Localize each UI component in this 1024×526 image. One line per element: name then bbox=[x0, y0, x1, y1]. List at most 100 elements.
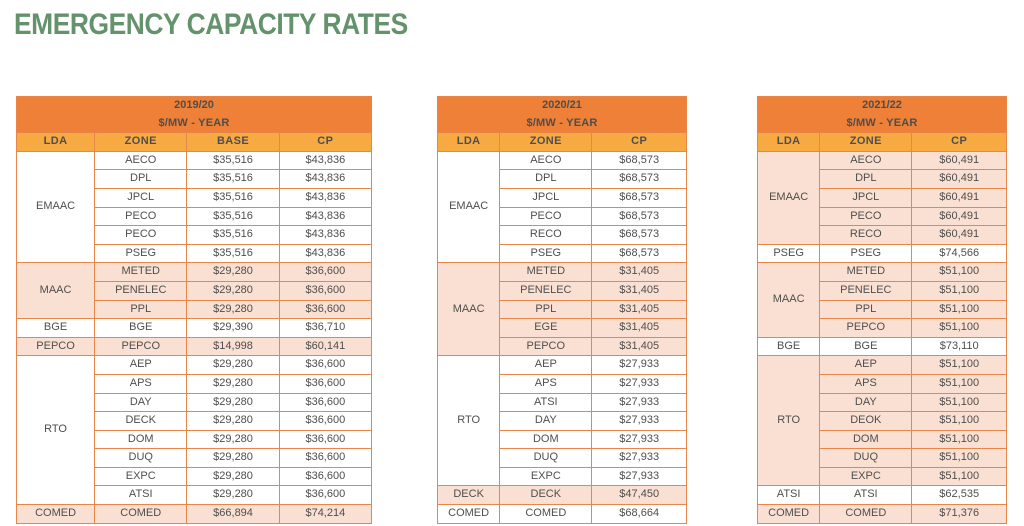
table-row: EMAAC AECO $60,491 bbox=[756, 150, 1007, 245]
zone-cell: DEOK bbox=[819, 411, 913, 431]
cp-rate-cell: $27,933 bbox=[591, 392, 687, 413]
table-row: JPCL $60,491 bbox=[758, 187, 1007, 208]
page-title: EMERGENCY CAPACITY RATES bbox=[14, 8, 408, 41]
base-rate-cell: $29,280 bbox=[186, 280, 280, 301]
zone-cell: EXPC bbox=[94, 466, 188, 487]
cp-rate-cell: $51,100 bbox=[911, 373, 1007, 394]
zone-cell: DPL bbox=[499, 169, 593, 189]
cp-rate-cell: $27,933 bbox=[591, 355, 687, 375]
table-row: EXPC $27,933 bbox=[438, 466, 687, 487]
zone-cell: PSEG bbox=[499, 243, 593, 264]
table-wrapper-2019-20: 2019/20 $/MW - YEAR LDA ZONE BASE CP EMAAC AECO… bbox=[15, 95, 373, 524]
zone-cell: PECO bbox=[499, 206, 593, 227]
table-row: EMAAC AECO $68,573 bbox=[436, 150, 687, 264]
lda-cell: COMED bbox=[756, 504, 821, 524]
base-rate-cell: $29,280 bbox=[186, 299, 280, 320]
cp-rate-cell: $51,100 bbox=[911, 355, 1007, 375]
table-row: PPL $51,100 bbox=[758, 299, 1007, 320]
lda-cell: DECK bbox=[436, 485, 501, 506]
cp-rate-cell: $36,600 bbox=[278, 280, 373, 301]
zone-cell: PENELEC bbox=[499, 280, 593, 301]
zone-cell: RECO bbox=[499, 225, 593, 245]
cp-rate-cell: $51,100 bbox=[911, 318, 1007, 338]
table-row: DECK DECK $47,450 bbox=[436, 485, 687, 506]
zone-cell: DPL bbox=[94, 169, 188, 189]
zone-cell: DECK bbox=[94, 411, 188, 431]
table-row: APS $27,933 bbox=[438, 373, 687, 394]
zone-cell: PEPCO bbox=[94, 336, 188, 357]
zone-cell: COMED bbox=[499, 504, 593, 524]
zone-cell: DOM bbox=[819, 429, 913, 450]
table-row: PEPCO $31,405 bbox=[438, 336, 687, 357]
table-row: DPL $60,491 bbox=[758, 169, 1007, 189]
column-header-zone: ZONE bbox=[94, 132, 188, 152]
zone-cell: EGE bbox=[499, 318, 593, 338]
column-header-row: LDA ZONE BASE CP bbox=[15, 132, 373, 152]
cp-rate-cell: $68,573 bbox=[591, 187, 687, 208]
base-rate-cell: $29,280 bbox=[186, 262, 280, 282]
cp-rate-cell: $36,600 bbox=[278, 411, 373, 431]
zone-cell: PENELEC bbox=[819, 280, 913, 301]
cp-rate-cell: $60,141 bbox=[278, 336, 373, 357]
cp-rate-cell: $68,573 bbox=[591, 243, 687, 264]
lda-cell: COMED bbox=[15, 504, 96, 524]
zone-cell: DECK bbox=[499, 485, 593, 506]
cp-rate-cell: $27,933 bbox=[591, 466, 687, 487]
cp-rate-cell: $68,664 bbox=[591, 504, 687, 524]
zone-cell: ATSI bbox=[819, 485, 913, 506]
zone-cell: DUQ bbox=[819, 448, 913, 468]
zone-cell: DUQ bbox=[499, 448, 593, 468]
cp-rate-cell: $51,100 bbox=[911, 448, 1007, 468]
lda-cell: BGE bbox=[756, 336, 821, 357]
table-row: RECO $60,491 bbox=[758, 225, 1007, 245]
cp-rate-cell: $51,100 bbox=[911, 466, 1007, 487]
cp-rate-cell: $51,100 bbox=[911, 262, 1007, 282]
cp-rate-cell: $43,836 bbox=[278, 187, 373, 208]
table-row: PENELEC $51,100 bbox=[758, 280, 1007, 301]
zone-cell: PPL bbox=[499, 299, 593, 320]
table-row: COMED COMED $66,894 $74,214 bbox=[15, 504, 373, 524]
zone-cell: PSEG bbox=[94, 243, 188, 264]
cp-rate-cell: $43,836 bbox=[278, 169, 373, 189]
cp-rate-cell: $74,566 bbox=[911, 243, 1007, 264]
cp-rate-cell: $73,110 bbox=[911, 336, 1007, 357]
zone-cell: DAY bbox=[499, 411, 593, 431]
lda-cell: PSEG bbox=[756, 243, 821, 264]
zone-cell: PENELEC bbox=[94, 280, 188, 301]
base-rate-cell: $29,280 bbox=[186, 466, 280, 487]
lda-cell: MAAC bbox=[15, 262, 96, 320]
base-rate-cell: $29,280 bbox=[186, 448, 280, 468]
base-rate-cell: $35,516 bbox=[186, 225, 280, 245]
zone-cell: AEP bbox=[94, 355, 188, 375]
zone-cell: PECO bbox=[94, 206, 188, 227]
zone-cell: METED bbox=[819, 262, 913, 282]
cp-rate-cell: $74,214 bbox=[278, 504, 373, 524]
lda-cell: BGE bbox=[15, 318, 96, 338]
column-header-row: LDA ZONE CP bbox=[436, 132, 687, 152]
table-row: MAAC METED $31,405 bbox=[436, 262, 687, 357]
table-row: MAAC METED $51,100 bbox=[756, 262, 1007, 338]
zone-cell: EXPC bbox=[819, 466, 913, 487]
table-row: DPL $68,573 bbox=[438, 169, 687, 189]
table-row: PECO $68,573 bbox=[438, 206, 687, 227]
lda-cell: RTO bbox=[436, 355, 501, 487]
cp-rate-cell: $27,933 bbox=[591, 373, 687, 394]
lda-cell: RTO bbox=[756, 355, 821, 487]
zone-cell: DAY bbox=[94, 392, 188, 413]
table-row: APS $51,100 bbox=[758, 373, 1007, 394]
banner-unit: $/MW - YEAR bbox=[158, 116, 230, 129]
cp-rate-cell: $31,405 bbox=[591, 280, 687, 301]
table-row: PSEG $68,573 bbox=[438, 243, 687, 264]
base-rate-cell: $29,280 bbox=[186, 355, 280, 375]
cp-rate-cell: $36,600 bbox=[278, 429, 373, 450]
column-header-zone: ZONE bbox=[499, 132, 593, 152]
zone-cell: COMED bbox=[819, 504, 913, 524]
base-rate-cell: $29,280 bbox=[186, 373, 280, 394]
table-row: DUQ $51,100 bbox=[758, 448, 1007, 468]
zone-cell: APS bbox=[94, 373, 188, 394]
zone-cell: JPCL bbox=[94, 187, 188, 208]
cp-rate-cell: $43,836 bbox=[278, 150, 373, 171]
table-row: DAY $29,280 $36,600 bbox=[17, 392, 373, 413]
zone-cell: DUQ bbox=[94, 448, 188, 468]
table-row: PPL $29,280 $36,600 bbox=[17, 299, 373, 320]
